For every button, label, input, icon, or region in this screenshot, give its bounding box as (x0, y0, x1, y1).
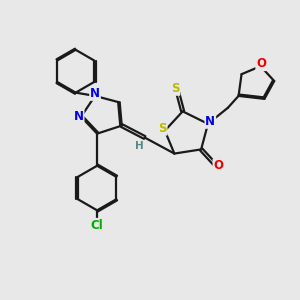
Text: S: S (171, 82, 179, 95)
Text: N: N (74, 110, 84, 123)
Text: S: S (158, 122, 167, 135)
Text: N: N (90, 87, 100, 100)
Text: H: H (135, 141, 144, 151)
Text: Cl: Cl (91, 219, 103, 232)
Text: O: O (213, 159, 224, 172)
Text: O: O (256, 57, 266, 70)
Text: N: N (205, 115, 215, 128)
